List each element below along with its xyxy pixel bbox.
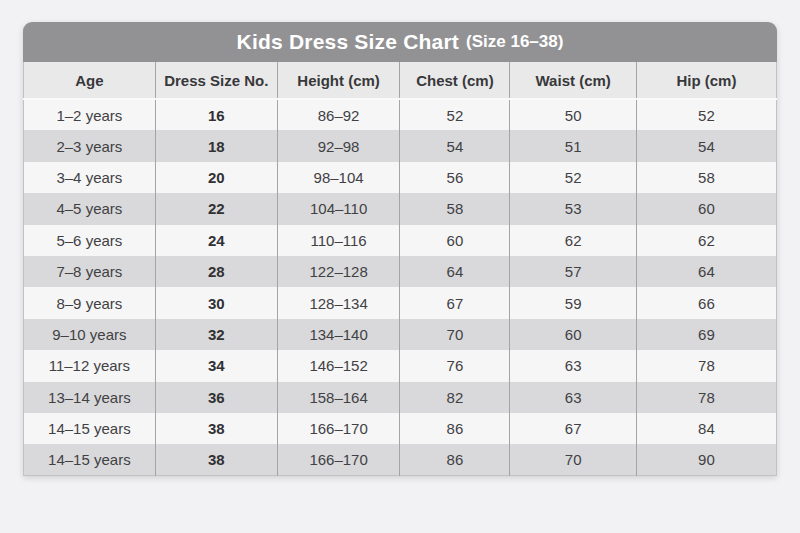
cell-dress-size: 34 bbox=[155, 350, 277, 381]
table-header: AgeDress Size No.Height (cm)Chest (cm)Wa… bbox=[24, 62, 777, 99]
table-row: 11–12 years34146–152766378 bbox=[24, 350, 777, 381]
table-body: 1–2 years1686–925250522–3 years1892–9854… bbox=[24, 99, 777, 476]
column-header-waist: Waist (cm) bbox=[510, 62, 637, 99]
cell-waist: 52 bbox=[510, 162, 637, 193]
cell-chest: 58 bbox=[400, 193, 510, 224]
cell-chest: 56 bbox=[400, 162, 510, 193]
cell-height: 166–170 bbox=[277, 413, 400, 444]
size-chart-card: Kids Dress Size Chart (Size 16–38) AgeDr… bbox=[23, 22, 777, 476]
cell-hip: 66 bbox=[636, 287, 776, 318]
cell-dress-size: 18 bbox=[155, 130, 277, 161]
column-header-dress-size: Dress Size No. bbox=[155, 62, 277, 99]
table-row: 14–15 years38166–170867090 bbox=[24, 444, 777, 475]
cell-age: 2–3 years bbox=[24, 130, 156, 161]
table-row: 9–10 years32134–140706069 bbox=[24, 319, 777, 350]
header-row: AgeDress Size No.Height (cm)Chest (cm)Wa… bbox=[24, 62, 777, 99]
cell-hip: 58 bbox=[636, 162, 776, 193]
cell-hip: 78 bbox=[636, 382, 776, 413]
cell-age: 5–6 years bbox=[24, 225, 156, 256]
cell-dress-size: 32 bbox=[155, 319, 277, 350]
table-row: 3–4 years2098–104565258 bbox=[24, 162, 777, 193]
column-header-hip: Hip (cm) bbox=[636, 62, 776, 99]
cell-hip: 64 bbox=[636, 256, 776, 287]
cell-dress-size: 30 bbox=[155, 287, 277, 318]
table-row: 13–14 years36158–164826378 bbox=[24, 382, 777, 413]
cell-waist: 62 bbox=[510, 225, 637, 256]
cell-waist: 63 bbox=[510, 350, 637, 381]
cell-chest: 86 bbox=[400, 413, 510, 444]
table-row: 14–15 years38166–170866784 bbox=[24, 413, 777, 444]
cell-age: 3–4 years bbox=[24, 162, 156, 193]
table-row: 8–9 years30128–134675966 bbox=[24, 287, 777, 318]
table-row: 7–8 years28122–128645764 bbox=[24, 256, 777, 287]
cell-age: 7–8 years bbox=[24, 256, 156, 287]
cell-age: 11–12 years bbox=[24, 350, 156, 381]
cell-waist: 63 bbox=[510, 382, 637, 413]
cell-dress-size: 36 bbox=[155, 382, 277, 413]
cell-height: 158–164 bbox=[277, 382, 400, 413]
cell-hip: 78 bbox=[636, 350, 776, 381]
cell-chest: 54 bbox=[400, 130, 510, 161]
cell-waist: 53 bbox=[510, 193, 637, 224]
cell-height: 134–140 bbox=[277, 319, 400, 350]
cell-dress-size: 38 bbox=[155, 444, 277, 475]
cell-height: 146–152 bbox=[277, 350, 400, 381]
cell-height: 92–98 bbox=[277, 130, 400, 161]
cell-chest: 86 bbox=[400, 444, 510, 475]
chart-title-bar: Kids Dress Size Chart (Size 16–38) bbox=[23, 22, 777, 62]
cell-dress-size: 28 bbox=[155, 256, 277, 287]
cell-waist: 67 bbox=[510, 413, 637, 444]
cell-height: 104–110 bbox=[277, 193, 400, 224]
cell-height: 122–128 bbox=[277, 256, 400, 287]
table-row: 4–5 years22104–110585360 bbox=[24, 193, 777, 224]
cell-hip: 60 bbox=[636, 193, 776, 224]
cell-hip: 69 bbox=[636, 319, 776, 350]
cell-age: 9–10 years bbox=[24, 319, 156, 350]
cell-age: 14–15 years bbox=[24, 413, 156, 444]
cell-chest: 70 bbox=[400, 319, 510, 350]
cell-chest: 64 bbox=[400, 256, 510, 287]
cell-height: 86–92 bbox=[277, 99, 400, 130]
chart-subtitle: (Size 16–38) bbox=[466, 32, 563, 52]
cell-hip: 54 bbox=[636, 130, 776, 161]
cell-waist: 51 bbox=[510, 130, 637, 161]
cell-height: 110–116 bbox=[277, 225, 400, 256]
cell-waist: 60 bbox=[510, 319, 637, 350]
cell-chest: 67 bbox=[400, 287, 510, 318]
cell-age: 8–9 years bbox=[24, 287, 156, 318]
cell-hip: 84 bbox=[636, 413, 776, 444]
cell-age: 14–15 years bbox=[24, 444, 156, 475]
cell-waist: 50 bbox=[510, 99, 637, 130]
cell-dress-size: 38 bbox=[155, 413, 277, 444]
column-header-chest: Chest (cm) bbox=[400, 62, 510, 99]
table-row: 5–6 years24110–116606262 bbox=[24, 225, 777, 256]
cell-chest: 82 bbox=[400, 382, 510, 413]
table-row: 2–3 years1892–98545154 bbox=[24, 130, 777, 161]
column-header-age: Age bbox=[24, 62, 156, 99]
cell-dress-size: 24 bbox=[155, 225, 277, 256]
cell-dress-size: 16 bbox=[155, 99, 277, 130]
column-header-height: Height (cm) bbox=[277, 62, 400, 99]
cell-chest: 60 bbox=[400, 225, 510, 256]
cell-hip: 62 bbox=[636, 225, 776, 256]
cell-height: 98–104 bbox=[277, 162, 400, 193]
cell-age: 13–14 years bbox=[24, 382, 156, 413]
cell-chest: 52 bbox=[400, 99, 510, 130]
size-chart-table: AgeDress Size No.Height (cm)Chest (cm)Wa… bbox=[23, 62, 777, 476]
cell-dress-size: 22 bbox=[155, 193, 277, 224]
cell-waist: 70 bbox=[510, 444, 637, 475]
cell-waist: 57 bbox=[510, 256, 637, 287]
table-row: 1–2 years1686–92525052 bbox=[24, 99, 777, 130]
cell-height: 166–170 bbox=[277, 444, 400, 475]
cell-dress-size: 20 bbox=[155, 162, 277, 193]
chart-title: Kids Dress Size Chart bbox=[237, 30, 459, 54]
cell-age: 1–2 years bbox=[24, 99, 156, 130]
cell-hip: 52 bbox=[636, 99, 776, 130]
cell-height: 128–134 bbox=[277, 287, 400, 318]
cell-age: 4–5 years bbox=[24, 193, 156, 224]
cell-waist: 59 bbox=[510, 287, 637, 318]
cell-hip: 90 bbox=[636, 444, 776, 475]
cell-chest: 76 bbox=[400, 350, 510, 381]
